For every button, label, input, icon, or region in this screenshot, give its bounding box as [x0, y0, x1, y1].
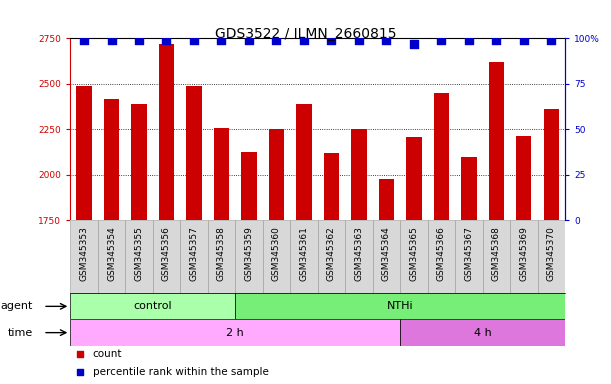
Bar	[76, 86, 92, 220]
Text: GSM345360: GSM345360	[272, 226, 281, 281]
Bar	[186, 86, 202, 220]
Point	[547, 37, 557, 43]
Bar	[345, 220, 373, 293]
Bar	[406, 137, 422, 220]
Bar	[241, 152, 257, 220]
Bar	[235, 293, 565, 319]
Bar	[400, 220, 428, 293]
Text: GSM345366: GSM345366	[437, 226, 446, 281]
Bar	[516, 136, 532, 220]
Text: GSM345362: GSM345362	[327, 226, 336, 281]
Point	[107, 37, 117, 43]
Bar	[180, 220, 208, 293]
Point	[381, 37, 392, 43]
Bar	[70, 293, 235, 319]
Point	[403, 126, 412, 132]
Bar	[104, 99, 119, 220]
Bar	[510, 220, 538, 293]
Bar	[483, 220, 510, 293]
Text: GSM345359: GSM345359	[244, 226, 254, 281]
Bar	[434, 93, 449, 220]
Bar	[324, 153, 339, 220]
Text: GDS3522 / ILMN_2660815: GDS3522 / ILMN_2660815	[214, 27, 397, 41]
Text: 2 h: 2 h	[226, 328, 244, 338]
Bar	[125, 220, 153, 293]
Bar	[318, 220, 345, 293]
Text: GSM345370: GSM345370	[547, 226, 556, 281]
Point	[217, 37, 227, 43]
Text: NTHi: NTHi	[387, 301, 414, 311]
Point	[403, 288, 412, 294]
Text: control: control	[133, 301, 172, 311]
Point	[79, 37, 89, 43]
Text: 4 h: 4 h	[474, 328, 492, 338]
Point	[519, 37, 529, 43]
Text: GSM345357: GSM345357	[189, 226, 199, 281]
Bar	[235, 220, 263, 293]
Point	[327, 37, 337, 43]
Bar	[98, 220, 125, 293]
Bar	[131, 104, 147, 220]
Bar	[269, 129, 284, 220]
Bar	[153, 220, 180, 293]
Text: GSM345369: GSM345369	[519, 226, 529, 281]
Point	[161, 37, 171, 43]
Text: GSM345361: GSM345361	[299, 226, 309, 281]
Bar	[263, 220, 290, 293]
Text: time: time	[8, 328, 33, 338]
Point	[189, 37, 199, 43]
Point	[437, 37, 447, 43]
Point	[354, 37, 364, 43]
Text: GSM345368: GSM345368	[492, 226, 501, 281]
Bar	[461, 157, 477, 220]
Text: GSM345353: GSM345353	[79, 226, 89, 281]
Bar	[70, 220, 98, 293]
Text: GSM345358: GSM345358	[217, 226, 226, 281]
Text: GSM345356: GSM345356	[162, 226, 171, 281]
Text: GSM345365: GSM345365	[409, 226, 419, 281]
Point	[299, 37, 309, 43]
Bar	[208, 220, 235, 293]
Bar	[544, 109, 559, 220]
Text: GSM345367: GSM345367	[464, 226, 474, 281]
Text: percentile rank within the sample: percentile rank within the sample	[92, 367, 268, 377]
Bar	[351, 129, 367, 220]
Bar	[290, 220, 318, 293]
Text: GSM345364: GSM345364	[382, 226, 391, 281]
Bar	[400, 319, 565, 346]
Text: GSM345355: GSM345355	[134, 226, 144, 281]
Bar	[70, 319, 400, 346]
Point	[244, 37, 254, 43]
Bar	[538, 220, 565, 293]
Bar	[455, 220, 483, 293]
Point	[492, 37, 502, 43]
Bar	[159, 44, 174, 220]
Bar	[214, 129, 229, 220]
Point	[464, 37, 474, 43]
Bar	[379, 179, 394, 220]
Bar	[489, 62, 504, 220]
Text: GSM345354: GSM345354	[107, 226, 116, 281]
Text: GSM345363: GSM345363	[354, 226, 364, 281]
Point	[409, 41, 419, 47]
Text: count: count	[92, 349, 122, 359]
Point	[134, 37, 144, 43]
Bar	[428, 220, 455, 293]
Bar	[296, 104, 312, 220]
Bar	[373, 220, 400, 293]
Text: agent: agent	[1, 301, 33, 311]
Point	[272, 37, 282, 43]
